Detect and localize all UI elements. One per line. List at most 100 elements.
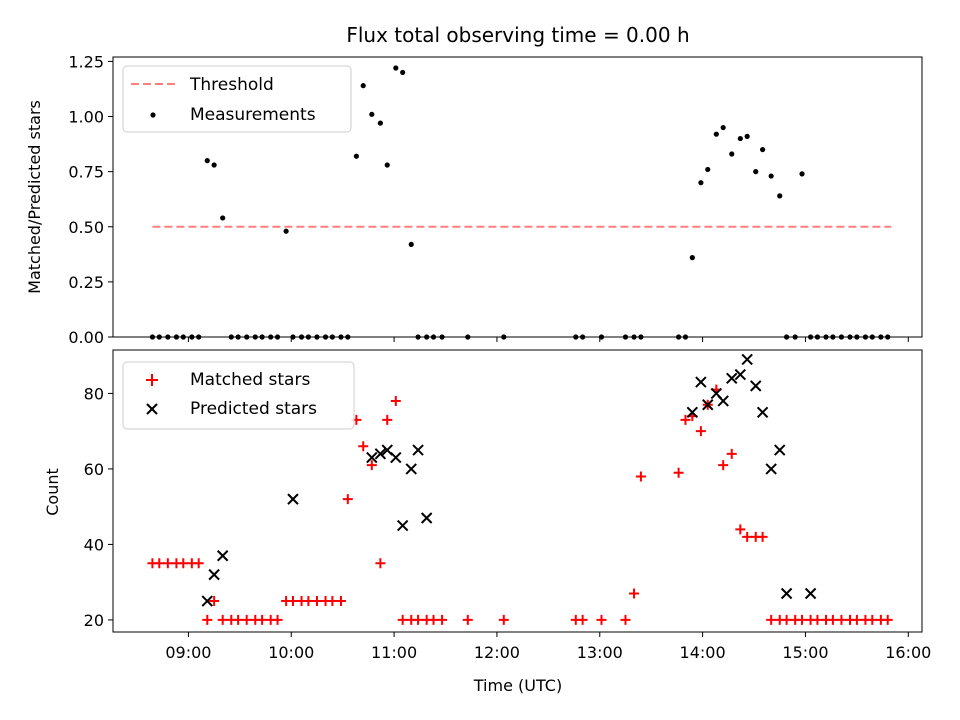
matched-star-marker — [272, 614, 283, 625]
measurement-point — [799, 171, 805, 177]
x-axis-label: Time (UTC) — [473, 676, 562, 695]
matched-star-marker — [851, 614, 862, 625]
x-tick-label: 14:00 — [680, 643, 726, 662]
matched-star-marker — [303, 596, 314, 607]
matched-star-marker — [462, 614, 473, 625]
top-panel: Flux total observing time = 0.00 h Match… — [25, 23, 923, 347]
measurement-point — [713, 131, 719, 137]
predicted-star-marker — [412, 444, 424, 456]
matched-star-marker — [742, 531, 753, 542]
matched-star-marker — [287, 596, 298, 607]
matched-star-marker — [413, 614, 424, 625]
top-y-tick-label: 0.25 — [68, 273, 104, 292]
matched-star-marker — [596, 614, 607, 625]
x-tick-label: 09:00 — [165, 643, 211, 662]
predicted-star-marker — [396, 519, 409, 532]
predicted-star-marker — [804, 587, 817, 600]
matched-star-marker — [241, 614, 252, 625]
matched-star-marker — [718, 460, 729, 471]
predicted-star-marker — [208, 568, 220, 581]
legend-matched-label: Matched stars — [190, 370, 310, 390]
matched-star-marker — [673, 467, 684, 478]
chart-title: Flux total observing time = 0.00 h — [346, 23, 689, 47]
matched-star-marker — [766, 614, 777, 625]
top-plot-area: 0.00 0.25 0.50 0.75 1.00 1.25 — [68, 52, 909, 347]
matched-star-marker — [757, 531, 768, 542]
bottom-panel: Count Time (UTC) 09:00 10:00 11:00 12:00 13:… — [43, 349, 931, 695]
legend-threshold-label: Threshold — [189, 75, 274, 95]
measurement-point — [737, 135, 743, 142]
predicted-star-marker — [750, 380, 762, 392]
measurement-point — [211, 162, 217, 168]
measurement-point — [720, 124, 726, 131]
matched-star-marker — [375, 558, 386, 569]
measurement-point — [393, 65, 399, 71]
measurement-point — [744, 133, 750, 139]
legend-measurements-label: Measurements — [190, 105, 316, 125]
bottom-legend-box — [122, 361, 355, 430]
bottom-legend: Matched stars Predicted stars — [122, 361, 355, 430]
top-y-tick-label: 0.00 — [68, 328, 104, 347]
bottom-axes-frame — [112, 349, 923, 633]
predicted-star-marker — [405, 463, 417, 475]
measurement-point — [698, 180, 704, 186]
measurement-point — [753, 169, 759, 175]
matched-star-marker — [680, 414, 691, 425]
matched-star-marker — [202, 614, 213, 625]
predicted-star-marker — [366, 451, 378, 464]
predicted-star-marker — [695, 376, 707, 388]
matched-star-marker — [390, 395, 401, 406]
x-tick-label: 11:00 — [371, 643, 417, 662]
legend-matched-swatch — [146, 374, 158, 386]
measurement-point — [360, 83, 366, 89]
bottom-y-tick-label: 80 — [84, 384, 104, 403]
predicted-star-marker — [702, 399, 714, 411]
legend-predicted-label: Predicted stars — [190, 399, 317, 419]
matched-star-marker — [882, 614, 893, 625]
measurement-point — [353, 153, 359, 159]
matched-star-marker — [781, 614, 792, 625]
top-axes-frame — [112, 56, 923, 338]
x-tick-label: 15:00 — [782, 643, 828, 662]
matched-star-marker — [366, 460, 377, 471]
matched-star-marker — [342, 494, 353, 505]
matched-star-marker — [867, 614, 878, 625]
matched-star-marker — [233, 614, 244, 625]
matched-star-marker — [812, 614, 823, 625]
predicted-star-marker — [420, 512, 433, 524]
predicted-star-marker — [741, 353, 753, 366]
top-y-tick-label: 1.25 — [68, 52, 104, 71]
matched-star-marker — [635, 471, 646, 482]
matched-star-marker — [178, 558, 189, 569]
predicted-star-marker — [201, 595, 213, 607]
bottom-plot-area: 09:00 10:00 11:00 12:00 13:00 14:00 15:00 16:00… — [84, 353, 931, 662]
predicted-star-marker — [780, 587, 793, 600]
bottom-y-axis-label: Count — [43, 468, 62, 516]
legend-measurements-swatch — [150, 112, 156, 118]
matched-star-marker — [836, 614, 847, 625]
x-tick-label: 13:00 — [577, 643, 623, 662]
measurement-point — [204, 158, 210, 164]
predicted-star-marker — [287, 493, 299, 505]
matched-star-marker — [257, 614, 268, 625]
predicted-star-marker — [390, 451, 402, 464]
matched-star-marker — [217, 614, 228, 625]
measurement-point — [729, 151, 735, 157]
predicted-star-marker — [756, 406, 769, 418]
predicted-star-marker — [216, 550, 229, 562]
top-y-axis-label: Matched/Predicted stars — [25, 100, 44, 294]
measurement-point — [377, 120, 383, 126]
x-tick-label: 10:00 — [268, 643, 314, 662]
measurement-point — [777, 193, 783, 199]
matched-star-marker — [577, 614, 588, 625]
matched-star-marker — [311, 596, 322, 607]
predicted-star-marker — [717, 395, 729, 407]
top-y-tick-label: 0.75 — [68, 163, 104, 182]
measurement-point — [283, 228, 289, 234]
predicted-star-marker — [765, 463, 777, 475]
bottom-y-tick-label: 40 — [84, 535, 104, 554]
matched-star-marker — [827, 614, 838, 625]
measurement-point — [369, 111, 375, 117]
matched-star-marker — [162, 558, 173, 569]
measurement-point — [768, 173, 774, 179]
